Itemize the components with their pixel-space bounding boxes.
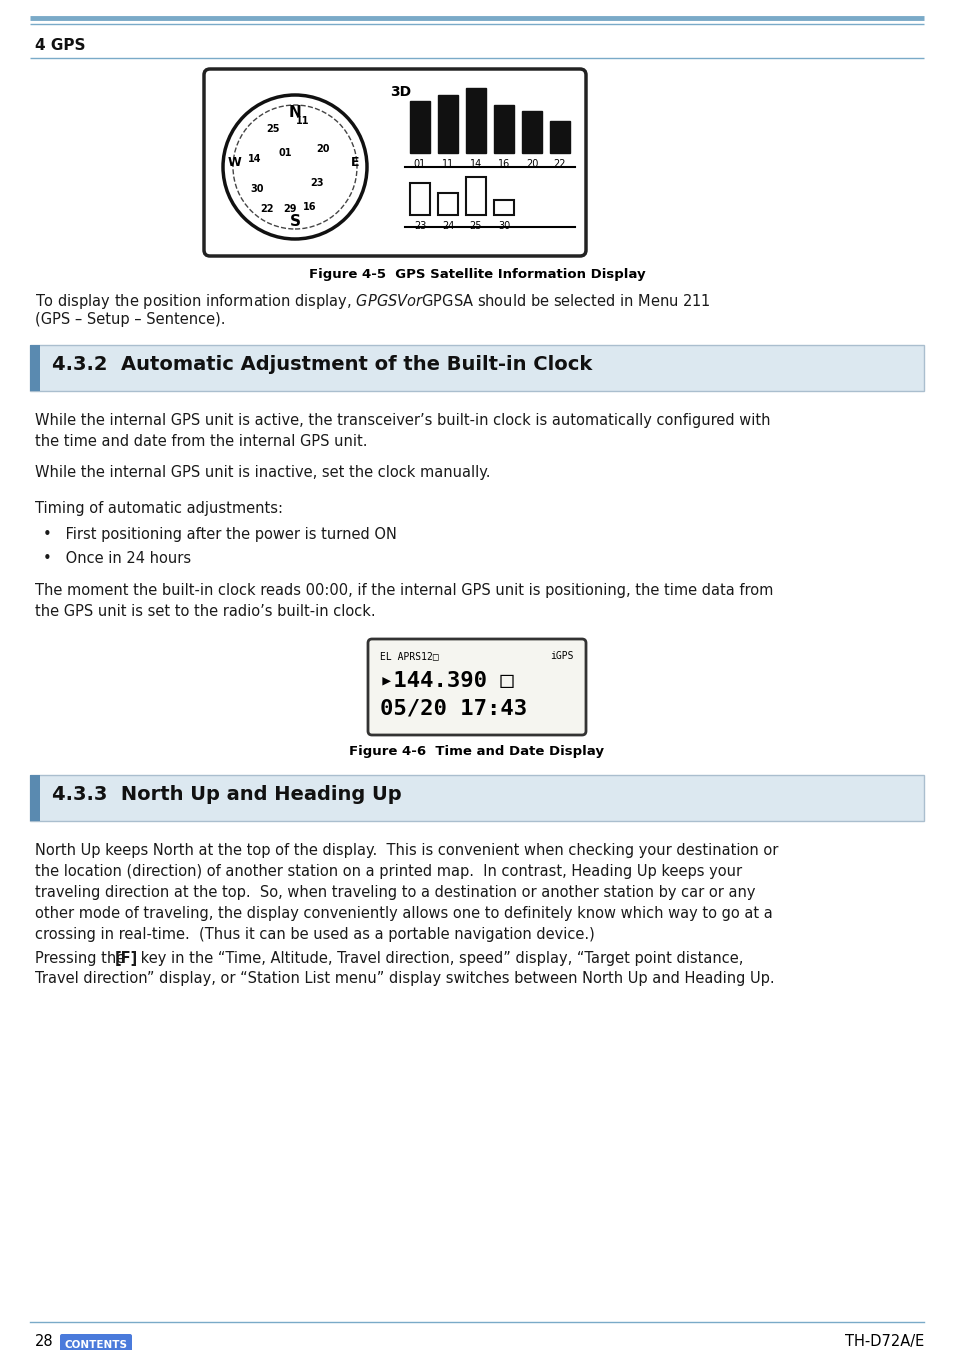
Text: Timing of automatic adjustments:: Timing of automatic adjustments: — [35, 501, 283, 516]
Bar — [437, 95, 457, 153]
Text: N: N — [289, 105, 301, 120]
Text: key in the “Time, Altitude, Travel direction, speed” display, “Target point dist: key in the “Time, Altitude, Travel direc… — [135, 950, 742, 967]
Bar — [550, 122, 569, 153]
Text: --: -- — [528, 221, 535, 231]
Text: 23: 23 — [414, 221, 426, 231]
Text: 20: 20 — [525, 159, 537, 169]
Bar — [410, 101, 430, 153]
Text: 4.3.2  Automatic Adjustment of the Built-in Clock: 4.3.2 Automatic Adjustment of the Built-… — [52, 355, 592, 374]
Bar — [465, 88, 485, 153]
Text: 28: 28 — [35, 1334, 53, 1349]
Text: 20: 20 — [315, 144, 330, 154]
Bar — [437, 193, 457, 215]
Bar — [30, 346, 40, 392]
Text: 23: 23 — [310, 178, 323, 188]
Text: North Up keeps North at the top of the display.  This is convenient when checkin: North Up keeps North at the top of the d… — [35, 842, 778, 942]
FancyBboxPatch shape — [60, 1334, 132, 1350]
Text: While the internal GPS unit is inactive, set the clock manually.: While the internal GPS unit is inactive,… — [35, 464, 490, 481]
Text: 25: 25 — [469, 221, 482, 231]
Text: 16: 16 — [303, 202, 316, 212]
Text: [F]: [F] — [114, 950, 137, 967]
Text: 01: 01 — [414, 159, 426, 169]
Text: W: W — [228, 155, 241, 169]
Bar — [521, 111, 541, 153]
Bar — [494, 105, 514, 153]
Text: 30: 30 — [250, 184, 263, 194]
Bar — [30, 346, 923, 392]
Text: EL APRS12□: EL APRS12□ — [379, 651, 438, 661]
Text: iGPS: iGPS — [550, 651, 574, 661]
Text: 3D: 3D — [390, 85, 411, 99]
Text: --: -- — [556, 221, 563, 231]
Text: Figure 4-5  GPS Satellite Information Display: Figure 4-5 GPS Satellite Information Dis… — [309, 269, 644, 281]
Text: 24: 24 — [441, 221, 454, 231]
Text: S: S — [289, 215, 300, 230]
Bar — [410, 184, 430, 215]
Bar — [465, 177, 485, 215]
Text: E: E — [350, 155, 358, 169]
Text: •   Once in 24 hours: • Once in 24 hours — [43, 551, 191, 566]
Text: 29: 29 — [283, 204, 296, 215]
Text: TH-D72A/E: TH-D72A/E — [843, 1334, 923, 1349]
Text: 16: 16 — [497, 159, 510, 169]
Text: 25: 25 — [266, 124, 279, 134]
Text: While the internal GPS unit is active, the transceiver’s built-in clock is autom: While the internal GPS unit is active, t… — [35, 413, 770, 450]
Text: •   First positioning after the power is turned ON: • First positioning after the power is t… — [43, 526, 396, 541]
Text: 11: 11 — [296, 116, 310, 126]
Text: Pressing the: Pressing the — [35, 950, 130, 967]
Text: 14: 14 — [248, 154, 261, 163]
Text: 22: 22 — [260, 204, 274, 215]
Bar — [30, 775, 923, 821]
Text: 01: 01 — [278, 148, 292, 158]
Text: To display the position information display, $GPGSV or $GPGSA should be selected: To display the position information disp… — [35, 292, 710, 311]
Text: ▸144.390 □: ▸144.390 □ — [379, 671, 514, 691]
Text: Travel direction” display, or “Station List menu” display switches between North: Travel direction” display, or “Station L… — [35, 971, 774, 986]
Bar — [30, 775, 40, 821]
Text: (GPS – Setup – Sentence).: (GPS – Setup – Sentence). — [35, 312, 225, 327]
Text: 4.3.3  North Up and Heading Up: 4.3.3 North Up and Heading Up — [52, 784, 401, 805]
Text: 22: 22 — [553, 159, 566, 169]
Circle shape — [223, 95, 367, 239]
FancyBboxPatch shape — [368, 639, 585, 734]
Text: Figure 4-6  Time and Date Display: Figure 4-6 Time and Date Display — [349, 745, 604, 757]
Text: 11: 11 — [441, 159, 454, 169]
Text: The moment the built-in clock reads 00:00, if the internal GPS unit is positioni: The moment the built-in clock reads 00:0… — [35, 583, 773, 620]
Text: 05/20 17:43: 05/20 17:43 — [379, 699, 527, 720]
FancyBboxPatch shape — [204, 69, 585, 256]
Text: 30: 30 — [497, 221, 510, 231]
Text: CONTENTS: CONTENTS — [65, 1341, 128, 1350]
Bar — [494, 200, 514, 215]
Text: 4 GPS: 4 GPS — [35, 38, 86, 53]
Text: 14: 14 — [470, 159, 481, 169]
